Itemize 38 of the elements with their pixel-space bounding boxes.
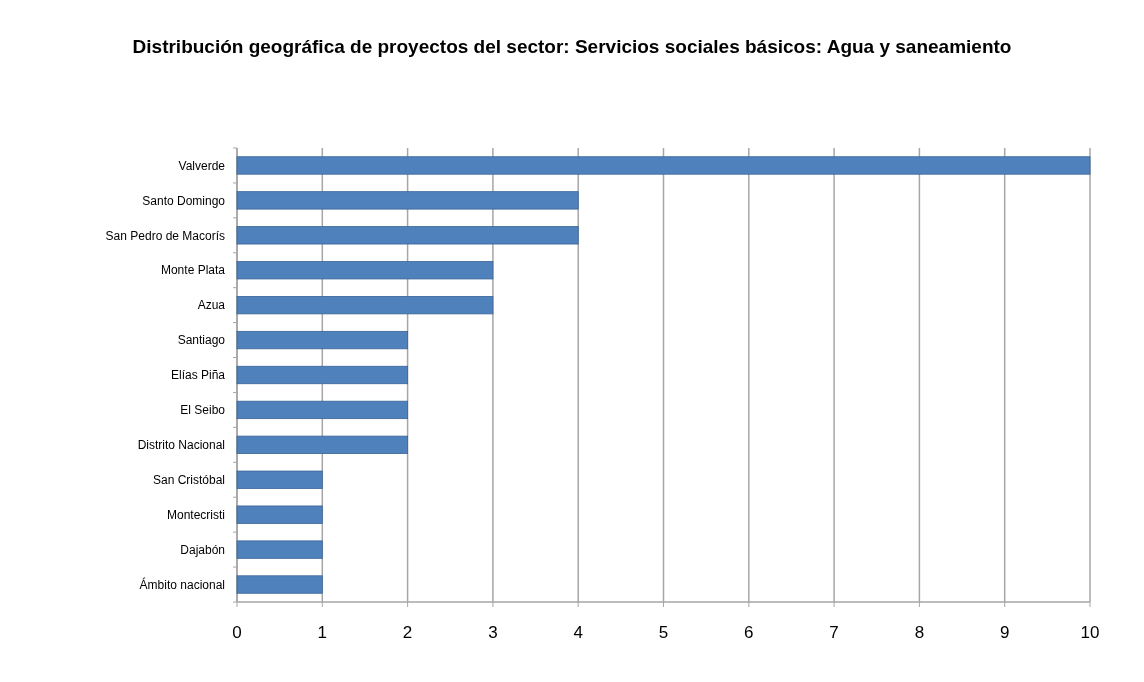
y-tick-label: Elías Piña: [170, 368, 226, 383]
bar: [236, 505, 323, 524]
chart-title: Distribución geográfica de proyectos del sector: Servicios sociales básicos: Agua y saneamiento: [132, 36, 1012, 57]
y-tick-label: Ámbito nacional: [139, 576, 225, 592]
x-tick-label: 3: [488, 623, 498, 642]
y-tick-label: Valverde: [178, 158, 226, 173]
x-tick-label: 10: [1080, 623, 1100, 642]
bar: [236, 365, 408, 385]
x-tick-label: 8: [914, 623, 925, 642]
x-tick-label: 6: [744, 623, 754, 642]
bar: [236, 191, 579, 210]
y-tick-label: Montecristi: [166, 507, 225, 522]
y-tick-label: Azua: [197, 298, 226, 313]
y-tick-label: Santo Domingo: [142, 193, 226, 208]
y-tick-label: Dajabón: [180, 542, 225, 557]
x-tick-label: 1: [317, 623, 328, 642]
y-tick-label: San Cristóbal: [152, 472, 225, 487]
x-tick-label: 9: [999, 623, 1010, 642]
bar: [236, 296, 494, 315]
x-tick-label: 5: [658, 623, 669, 642]
bar: [236, 400, 408, 420]
bar: [236, 156, 1091, 175]
bar: [236, 540, 323, 559]
x-tick-label: 0: [232, 623, 242, 642]
y-tick-label: Distrito Nacional: [137, 438, 225, 453]
bar: [236, 261, 494, 280]
y-tick-label: Santiago: [177, 333, 226, 348]
bar: [236, 330, 408, 350]
x-tick-label: 7: [829, 623, 839, 642]
y-tick-label: San Pedro de Macorís: [105, 228, 225, 243]
bar: [236, 470, 323, 489]
bar: [236, 575, 323, 594]
bar: [236, 226, 579, 245]
x-tick-label: 4: [573, 623, 583, 642]
y-tick-label: Monte Plata: [160, 263, 226, 278]
bar: [236, 435, 408, 454]
y-tick-label: El Seibo: [180, 403, 226, 418]
x-tick-label: 2: [402, 623, 413, 642]
